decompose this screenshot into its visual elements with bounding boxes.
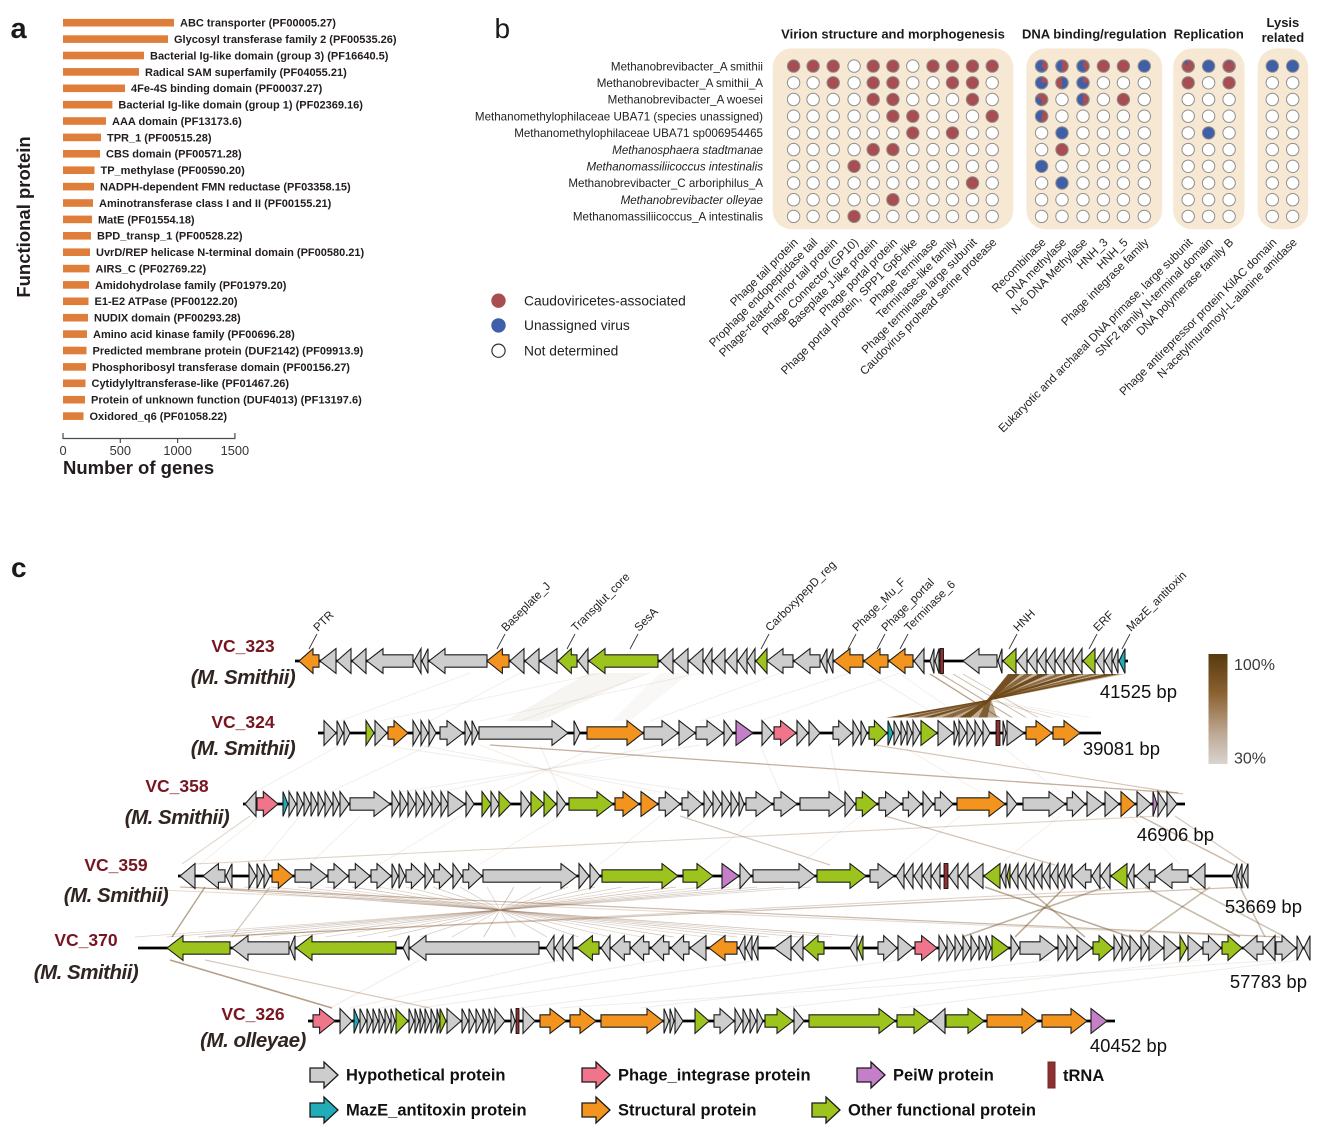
- svg-text:related: related: [1262, 30, 1305, 45]
- svg-text:Methanomethylophilaceae UBA71: Methanomethylophilaceae UBA71 sp00695446…: [514, 127, 763, 140]
- svg-text:AAA domain (PF13173.6): AAA domain (PF13173.6): [112, 116, 242, 128]
- svg-text:MatE (PF01554.18): MatE (PF01554.18): [98, 214, 195, 226]
- svg-text:NUDIX domain (PF00293.28): NUDIX domain (PF00293.28): [94, 313, 241, 325]
- svg-text:Functional protein: Functional protein: [13, 136, 34, 297]
- svg-text:Cytidylyltransferase-like (PF0: Cytidylyltransferase-like (PF01467.26): [92, 378, 290, 390]
- svg-text:PeiW protein: PeiW protein: [893, 1067, 994, 1085]
- svg-text:Virion structure and morphogen: Virion structure and morphogenesis: [781, 27, 1005, 42]
- svg-text:E1-E2 ATPase (PF00122.20): E1-E2 ATPase (PF00122.20): [95, 296, 238, 308]
- svg-text:1000: 1000: [163, 443, 191, 458]
- svg-text:Number of genes: Number of genes: [63, 457, 214, 478]
- svg-text:VC_358: VC_358: [145, 776, 209, 796]
- svg-text:46906 bp: 46906 bp: [1137, 824, 1214, 845]
- svg-text:NADPH-dependent FMN reductase: NADPH-dependent FMN reductase (PF03358.1…: [100, 182, 351, 194]
- svg-text:CBS domain (PF00571.28): CBS domain (PF00571.28): [106, 149, 242, 161]
- svg-text:MazE_antitoxin protein: MazE_antitoxin protein: [346, 1102, 527, 1120]
- svg-text:Amidohydrolase family (PF01979: Amidohydrolase family (PF01979.20): [95, 280, 287, 292]
- svg-text:TPR_1 (PF00515.28): TPR_1 (PF00515.28): [107, 132, 212, 144]
- svg-text:Bacterial Ig-like domain (grou: Bacterial Ig-like domain (group 1) (PF02…: [118, 100, 363, 112]
- svg-text:Methanomassiliicoccus intestin: Methanomassiliicoccus intestinalis: [586, 161, 763, 174]
- svg-text:Unassigned virus: Unassigned virus: [524, 318, 630, 333]
- svg-text:Methanosphaera stadtmanae: Methanosphaera stadtmanae: [612, 144, 763, 157]
- svg-text:30%: 30%: [1234, 751, 1266, 768]
- svg-text:TP_methylase (PF00590.20): TP_methylase (PF00590.20): [101, 165, 246, 177]
- svg-text:Hypothetical protein: Hypothetical protein: [346, 1067, 506, 1085]
- svg-text:Replication: Replication: [1174, 27, 1244, 42]
- svg-text:c: c: [11, 552, 27, 583]
- svg-text:Amino acid kinase family (PF00: Amino acid kinase family (PF00696.28): [93, 329, 295, 341]
- svg-text:b: b: [495, 13, 511, 44]
- svg-text:(M. olleyae): (M. olleyae): [200, 1029, 306, 1052]
- svg-text:40452 bp: 40452 bp: [1090, 1035, 1167, 1056]
- svg-text:1500: 1500: [221, 443, 249, 458]
- svg-text:BPD_transp_1 (PF00528.22): BPD_transp_1 (PF00528.22): [97, 231, 243, 243]
- svg-text:VC_326: VC_326: [221, 1004, 285, 1024]
- svg-text:Phage_integrase protein: Phage_integrase protein: [618, 1067, 811, 1085]
- svg-text:39081 bp: 39081 bp: [1083, 738, 1160, 759]
- svg-text:Oxidored_q6 (PF01058.22): Oxidored_q6 (PF01058.22): [90, 411, 228, 423]
- svg-text:Methanobrevibacter_A woesei: Methanobrevibacter_A woesei: [608, 94, 763, 107]
- svg-text:Phosphoribosyl transferase dom: Phosphoribosyl transferase domain (PF001…: [92, 362, 350, 374]
- svg-text:Protein of unknown function (D: Protein of unknown function (DUF4013) (P…: [91, 395, 362, 407]
- svg-text:Radical SAM superfamily (PF040: Radical SAM superfamily (PF04055.21): [145, 67, 347, 79]
- svg-text:Predicted membrane protein (DU: Predicted membrane protein (DUF2142) (PF…: [93, 345, 364, 357]
- svg-text:UvrD/REP helicase N-terminal d: UvrD/REP helicase N-terminal domain (PF0…: [96, 247, 365, 259]
- svg-text:Glycosyl transferase family 2: Glycosyl transferase family 2 (PF00535.2…: [174, 34, 397, 46]
- svg-text:VC_323: VC_323: [211, 636, 275, 656]
- svg-text:4Fe-4S binding domain (PF00037: 4Fe-4S binding domain (PF00037.27): [131, 83, 323, 95]
- svg-text:(M. Smithii): (M. Smithii): [64, 884, 169, 907]
- svg-text:VC_324: VC_324: [211, 712, 275, 732]
- svg-text:Bacterial Ig-like domain (grou: Bacterial Ig-like domain (group 3) (PF16…: [150, 50, 389, 62]
- svg-text:ABC transporter (PF00005.27): ABC transporter (PF00005.27): [180, 18, 336, 30]
- svg-text:Lysis: Lysis: [1267, 15, 1300, 30]
- svg-text:(M. Smithii): (M. Smithii): [191, 737, 296, 760]
- svg-text:100%: 100%: [1234, 657, 1275, 674]
- svg-text:500: 500: [110, 443, 131, 458]
- svg-text:Aminotransferase class I and I: Aminotransferase class I and II (PF00155…: [99, 198, 332, 210]
- svg-text:DNA binding/regulation: DNA binding/regulation: [1022, 27, 1167, 42]
- svg-text:VC_370: VC_370: [54, 930, 118, 950]
- svg-text:Methanobrevibacter_A smithii_A: Methanobrevibacter_A smithii_A: [597, 77, 764, 90]
- svg-text:a: a: [11, 13, 28, 45]
- svg-text:(M. Smithii): (M. Smithii): [34, 961, 139, 984]
- svg-text:Methanobrevibacter_A smithii: Methanobrevibacter_A smithii: [611, 60, 763, 73]
- svg-text:(M. Smithii): (M. Smithii): [191, 666, 296, 689]
- svg-text:Not determined: Not determined: [524, 344, 618, 359]
- svg-text:VC_359: VC_359: [84, 855, 148, 875]
- svg-text:AIRS_C (PF02769.22): AIRS_C (PF02769.22): [96, 263, 207, 275]
- svg-text:Methanobrevibacter_C arboriphi: Methanobrevibacter_C arboriphilus_A: [568, 177, 763, 190]
- svg-text:Structural protein: Structural protein: [618, 1102, 756, 1120]
- svg-text:(M. Smithii): (M. Smithii): [125, 806, 230, 829]
- svg-text:Methanobrevibacter olleyae: Methanobrevibacter olleyae: [621, 194, 764, 207]
- svg-text:Methanomassiliicoccus_A intest: Methanomassiliicoccus_A intestinalis: [573, 211, 763, 224]
- svg-text:57783 bp: 57783 bp: [1230, 971, 1307, 992]
- svg-text:0: 0: [59, 443, 66, 458]
- svg-text:Caudoviricetes-associated: Caudoviricetes-associated: [524, 294, 686, 309]
- svg-text:tRNA: tRNA: [1063, 1067, 1104, 1085]
- svg-text:53669 bp: 53669 bp: [1225, 896, 1302, 917]
- svg-text:41525 bp: 41525 bp: [1100, 681, 1177, 702]
- svg-text:Other functional protein: Other functional protein: [848, 1102, 1036, 1120]
- svg-text:Methanomethylophilaceae UBA71: Methanomethylophilaceae UBA71 (species u…: [475, 110, 763, 123]
